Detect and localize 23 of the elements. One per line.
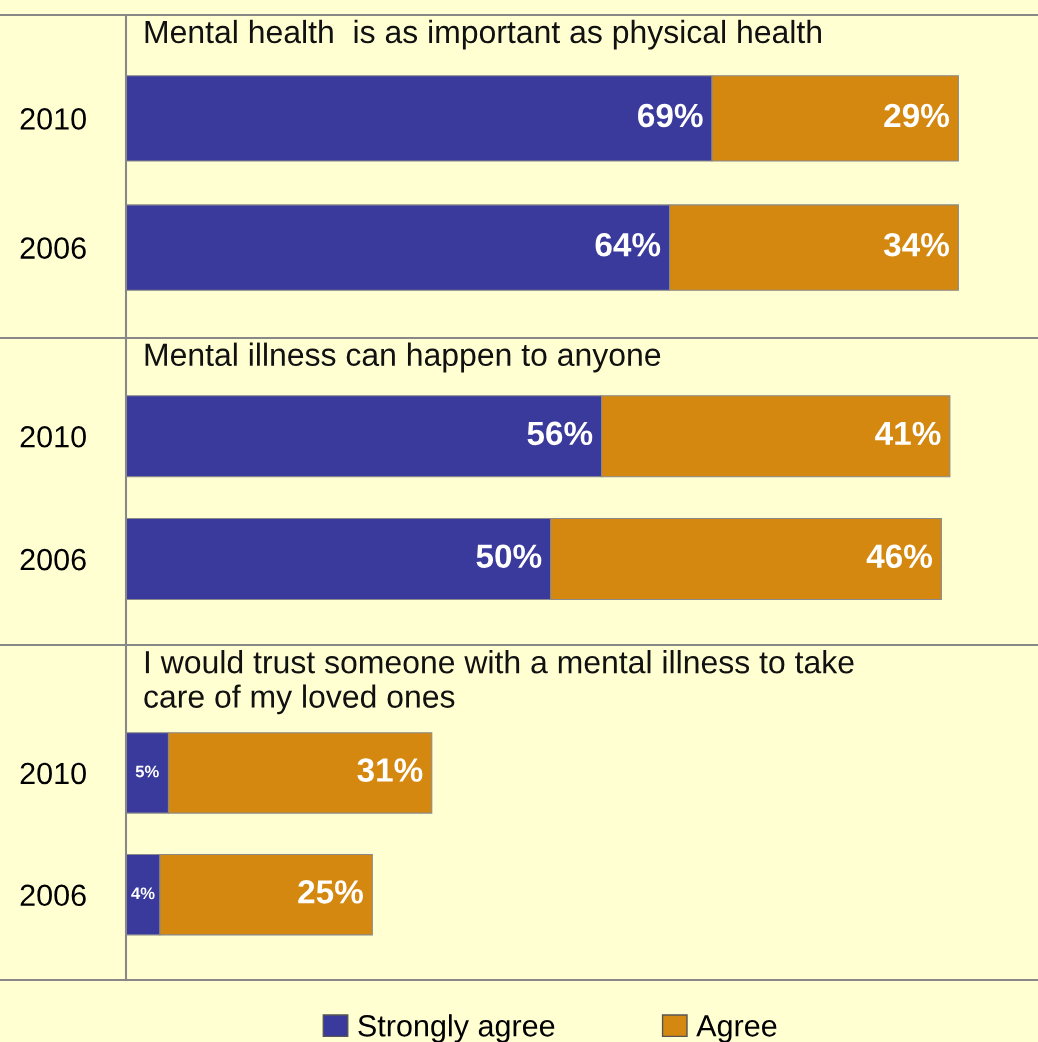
data-label: 29% — [884, 103, 949, 128]
data-label: 41% — [875, 421, 941, 446]
y-tick-label: 2006 — [20, 548, 86, 571]
legend-label: Agree — [696, 1015, 777, 1042]
y-tick-label: 2010 — [20, 425, 86, 448]
chart-title: Mental health is as important as physical health — [145, 19, 821, 50]
data-label: 34% — [883, 232, 949, 257]
data-label: 5% — [135, 765, 159, 778]
y-tick-label: 2006 — [20, 237, 86, 259]
y-tick-label: 2006 — [20, 884, 86, 907]
data-label: 64% — [595, 232, 661, 257]
data-label: 69% — [638, 103, 703, 128]
data-label: 50% — [476, 544, 542, 568]
data-label: 46% — [866, 544, 932, 568]
text: I would trust someone with a mental illness to take care of my loved ones — [144, 650, 854, 715]
legend-label: Strongly agree — [358, 1014, 555, 1042]
y-tick-label: 2010 — [20, 108, 86, 130]
data-label: 56% — [527, 421, 593, 446]
y-tick-label: 2010 — [20, 762, 86, 785]
data-label: 31% — [357, 758, 423, 782]
chart-title: Mental illness can happen to anyone — [145, 342, 661, 373]
data-label: 4% — [131, 887, 155, 900]
data-label: 25% — [298, 880, 363, 904]
